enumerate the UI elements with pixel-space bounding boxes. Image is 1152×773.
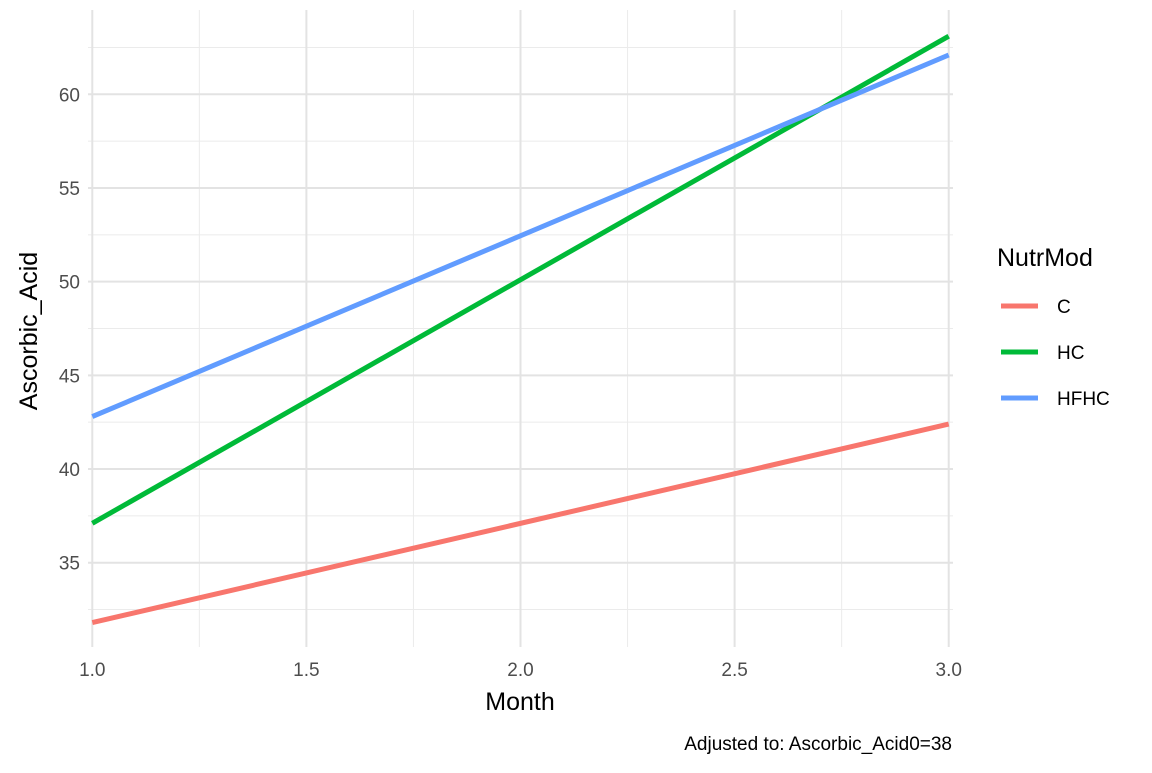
legend: NutrMod C HC HFHC — [997, 244, 1110, 410]
legend-item: C — [1001, 297, 1071, 318]
legend-label: HC — [1057, 343, 1084, 364]
chart-caption: Adjusted to: Ascorbic_Acid0=38 — [684, 734, 952, 755]
x-axis-tick-labels: 1.0 1.5 2.0 2.5 3.0 — [79, 660, 962, 681]
legend-title: NutrMod — [997, 244, 1093, 272]
x-tick-label: 1.0 — [79, 660, 105, 681]
y-tick-label: 60 — [59, 85, 80, 106]
y-tick-label: 45 — [59, 366, 80, 387]
legend-item: HC — [1001, 343, 1084, 364]
x-tick-label: 2.5 — [721, 660, 747, 681]
y-axis-tick-labels: 35 40 45 50 55 60 — [59, 85, 80, 574]
legend-item: HFHC — [1001, 389, 1110, 410]
x-axis-title: Month — [485, 688, 554, 716]
series-line-hfhc — [91, 52, 950, 419]
x-tick-label: 3.0 — [936, 660, 962, 681]
y-tick-label: 55 — [59, 179, 80, 200]
x-tick-label: 1.5 — [293, 660, 319, 681]
y-tick-label: 35 — [59, 554, 80, 575]
legend-items: C HC HFHC — [1001, 297, 1110, 410]
x-tick-label: 2.0 — [507, 660, 533, 681]
y-tick-label: 50 — [59, 273, 80, 294]
y-tick-label: 40 — [59, 460, 80, 481]
legend-label: HFHC — [1057, 389, 1110, 410]
legend-label: C — [1057, 297, 1071, 318]
series-lines — [91, 34, 950, 626]
series-line-c — [91, 421, 950, 626]
y-axis-title: Ascorbic_Acid — [15, 252, 43, 410]
